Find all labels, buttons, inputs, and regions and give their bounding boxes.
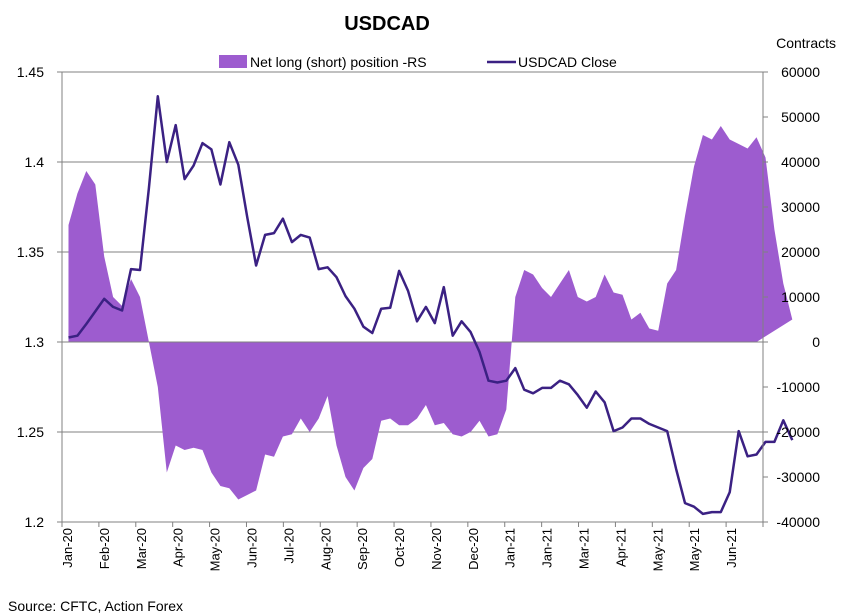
x-tick-label: May-20: [208, 528, 223, 571]
x-tick-label: Oct-20: [392, 528, 407, 567]
x-tick-label: Feb-20: [97, 528, 112, 569]
left-tick-label: 1.35: [17, 244, 44, 260]
x-tick-label: Jan-21: [540, 528, 555, 568]
usdcad-close-line: [68, 95, 794, 516]
x-tick-label: May-21: [687, 528, 702, 571]
legend-label-usdcad-close: USDCAD Close: [518, 54, 617, 70]
x-tick-label: Mar-21: [577, 528, 592, 569]
x-tick-label: May-21: [650, 528, 665, 571]
x-axis-ticks: Jan-20 Feb-20 Mar-20 Apr-20 May-20 Jun-20 Jul-…: [60, 522, 764, 571]
right-tick-label: 50000: [781, 109, 820, 125]
x-tick-label: Jun-21: [724, 528, 739, 568]
x-tick-label: Apr-20: [171, 528, 186, 567]
x-tick-label: Jun-20: [245, 528, 260, 568]
x-tick-label: Jan-21: [503, 528, 518, 568]
legend-label-net-position: Net long (short) position -RS: [250, 54, 427, 70]
right-tick-label: -30000: [776, 469, 820, 485]
left-axis-ticks: 1.2 1.25 1.3 1.35 1.4 1.45: [17, 64, 62, 530]
x-tick-label: Aug-20: [318, 528, 333, 570]
right-tick-label: 0: [812, 334, 820, 350]
x-tick-label: Apr-21: [613, 528, 628, 567]
right-axis-ticks: -40000 -30000 -20000 -10000 0 10000 20000 30000…: [763, 64, 820, 530]
right-tick-label: 30000: [781, 199, 820, 215]
right-tick-label: 40000: [781, 154, 820, 170]
x-tick-label: Jul-20: [281, 528, 296, 563]
right-tick-label: -20000: [776, 424, 820, 440]
x-tick-label: Jan-20: [60, 528, 75, 568]
legend-swatch-area: [219, 55, 247, 68]
right-tick-label: 20000: [781, 244, 820, 260]
source-note: Source: CFTC, Action Forex: [8, 598, 183, 614]
x-tick-label: Sep-20: [355, 528, 370, 570]
left-tick-label: 1.4: [25, 154, 45, 170]
net-position-area: [68, 126, 793, 500]
right-tick-label: 60000: [781, 64, 820, 80]
left-tick-label: 1.2: [25, 514, 45, 530]
x-tick-label: Nov-20: [429, 528, 444, 570]
right-axis-title: Contracts: [776, 35, 836, 51]
legend: Net long (short) position -RS USDCAD Clo…: [219, 54, 617, 70]
right-tick-label: 10000: [781, 289, 820, 305]
x-tick-label: Dec-20: [466, 528, 481, 570]
x-tick-label: Mar-20: [134, 528, 149, 569]
left-tick-label: 1.45: [17, 64, 44, 80]
left-tick-label: 1.25: [17, 424, 44, 440]
left-tick-label: 1.3: [25, 334, 45, 350]
right-tick-label: -10000: [776, 379, 820, 395]
chart-title: USDCAD: [344, 13, 430, 35]
right-tick-label: -40000: [776, 514, 820, 530]
